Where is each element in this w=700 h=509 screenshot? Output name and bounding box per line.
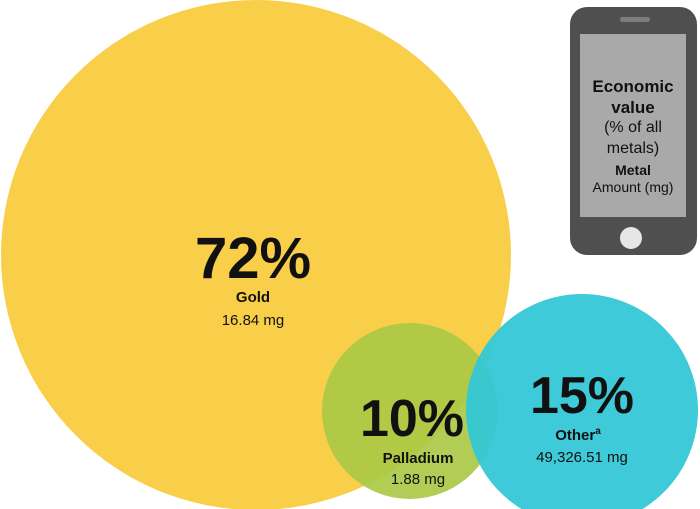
other-name-text: Other [555,427,595,444]
other-percent-label: 15% [530,367,634,425]
legend-title-line1: Economic [592,77,674,96]
legend-title-line2: value [611,98,655,117]
palladium-amount-label: 1.88 mg [391,471,445,488]
legend-screen: Economic value (% of all metals) Metal A… [580,34,686,217]
gold-amount-label: 16.84 mg [222,312,285,329]
gold-name-label: Gold [236,289,270,306]
legend-sub-line2: metals) [606,140,660,157]
other-amount-label: 49,326.51 mg [536,449,628,466]
other-footnote-superscript: a [595,426,601,437]
legend-metal-label: Metal [615,162,651,178]
legend-subtitle: (% of all metals) [580,117,686,159]
other-name-label: Othera [555,426,601,444]
legend-phone-icon: Economic value (% of all metals) Metal A… [570,7,697,255]
legend-sub-line1: (% of all [604,119,662,136]
palladium-percent-label: 10% [360,390,464,448]
palladium-name-label: Palladium [383,450,454,467]
legend-amount-label: Amount (mg) [592,179,674,195]
gold-percent-label: 72% [195,226,311,291]
bubble-palladium [322,323,498,499]
legend-title: Economic value [580,76,686,118]
bubble-other [466,294,698,509]
phone-speaker-icon [620,17,650,22]
phone-home-button-icon [620,227,642,249]
